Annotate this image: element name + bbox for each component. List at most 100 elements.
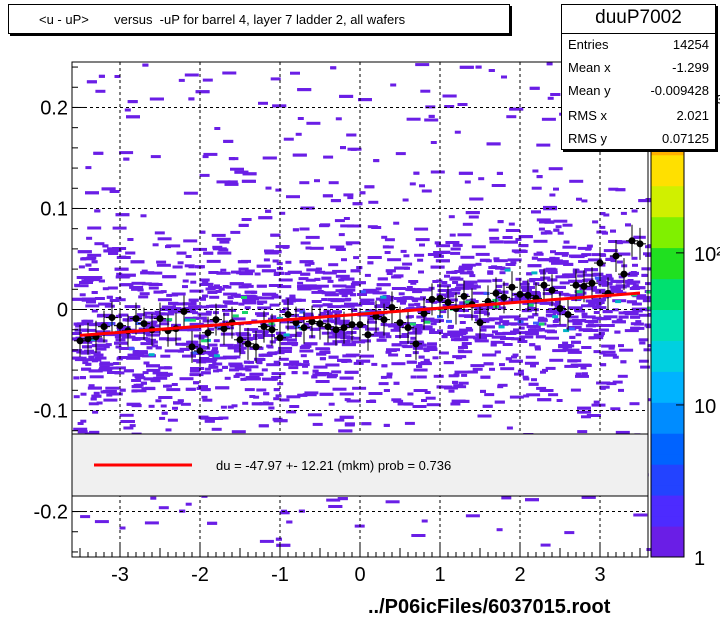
colz-cell: [146, 338, 156, 342]
colz-cell: [213, 369, 219, 373]
colz-cell: [449, 332, 464, 336]
colz-cell: [87, 226, 102, 230]
colz-cell: [476, 334, 487, 338]
colz-cell: [620, 240, 635, 244]
colz-cell: [591, 253, 606, 257]
y-tick-label: 0.2: [40, 97, 68, 119]
colz-cell: [311, 375, 318, 379]
colz-cell: [494, 321, 501, 325]
colz-cell: [369, 399, 376, 403]
colz-cell: [307, 286, 322, 290]
colz-cell: [554, 300, 561, 304]
colz-cell: [465, 211, 480, 215]
colz-cell: [391, 343, 402, 347]
colz-cell: [510, 330, 521, 334]
colz-cell: [480, 328, 487, 332]
colz-cell: [339, 415, 354, 419]
colz-cell: [568, 254, 583, 258]
colz-cell: [164, 349, 179, 353]
colorbar-band: [651, 237, 684, 249]
colz-cell: [303, 360, 310, 364]
colz-cell: [202, 359, 217, 363]
colz-cell: [434, 241, 441, 245]
colz-cell: [175, 342, 186, 346]
colz-cell: [156, 373, 171, 377]
colz-cell: [436, 244, 451, 248]
colz-cell: [82, 345, 92, 349]
colz-cell: [332, 340, 347, 344]
profile-point: [292, 319, 300, 327]
colz-cell: [588, 301, 603, 305]
profile-point: [628, 237, 636, 245]
colz-cell: [132, 389, 147, 393]
colz-cell: [277, 382, 284, 386]
colz-cell: [581, 315, 596, 319]
colz-cell: [326, 498, 341, 502]
colz-cell: [616, 260, 623, 264]
colz-cell: [91, 291, 98, 294]
colz-cell: [574, 308, 581, 312]
colz-cell: [222, 71, 237, 75]
colz-cell: [599, 385, 610, 389]
colz-cell: [413, 171, 420, 175]
profile-point: [540, 281, 548, 289]
colz-cell: [458, 346, 468, 349]
colz-cell: [456, 283, 471, 287]
colz-cell: [224, 376, 231, 380]
colz-cell: [204, 419, 215, 423]
colz-cell: [601, 344, 616, 348]
colz-cell: [148, 404, 155, 408]
colz-cell: [116, 326, 131, 329]
colz-cell: [464, 180, 471, 184]
colz-cell: [156, 263, 171, 267]
colz-cell: [180, 402, 191, 406]
colz-cell: [538, 322, 545, 326]
colz-cell: [268, 406, 275, 410]
colz-cell: [73, 322, 84, 326]
colz-cell: [403, 254, 410, 258]
colz-cell: [445, 241, 460, 244]
colz-cell: [492, 278, 503, 282]
colz-cell: [95, 358, 102, 362]
colz-cell: [620, 360, 627, 364]
colz-cell: [513, 328, 519, 332]
colz-cell: [98, 368, 113, 372]
colz-cell: [278, 357, 289, 361]
colz-cell: [182, 285, 188, 289]
colz-cell: [188, 265, 195, 269]
colz-cell: [195, 90, 210, 94]
colz-cell: [474, 338, 481, 342]
colz-cell: [517, 340, 528, 343]
colz-cell: [378, 382, 389, 386]
colz-cell: [320, 223, 331, 227]
colz-cell: [505, 263, 516, 266]
colz-cell: [326, 311, 333, 315]
colz-cell: [241, 296, 247, 299]
colz-cell: [502, 282, 509, 286]
colz-cell: [334, 312, 341, 316]
colz-cell: [229, 368, 239, 372]
stats-box: duuP7002 Entries 14254 Mean x -1.299 Mea…: [561, 4, 716, 150]
colz-cell: [472, 291, 487, 295]
colz-cell: [166, 388, 181, 392]
colz-cell: [335, 274, 350, 278]
colz-cell: [359, 191, 366, 195]
colz-cell: [499, 320, 510, 324]
colz-cell: [420, 361, 431, 365]
colz-cell: [454, 130, 461, 134]
colz-cell: [425, 105, 436, 109]
colz-cell: [321, 331, 336, 335]
colorbar-tick-label: 10: [694, 396, 716, 418]
colz-cell: [461, 263, 476, 267]
colz-cell: [339, 392, 354, 396]
colz-cell: [297, 393, 308, 397]
colz-cell: [391, 398, 402, 402]
colz-cell: [567, 350, 582, 354]
colz-cell: [291, 343, 298, 347]
colorbar-tick-label: 1: [694, 548, 705, 570]
colz-cell: [206, 304, 220, 308]
colz-cell: [229, 364, 244, 368]
colz-cell: [330, 199, 341, 203]
colz-cell: [240, 377, 247, 381]
colz-cell: [510, 322, 517, 326]
